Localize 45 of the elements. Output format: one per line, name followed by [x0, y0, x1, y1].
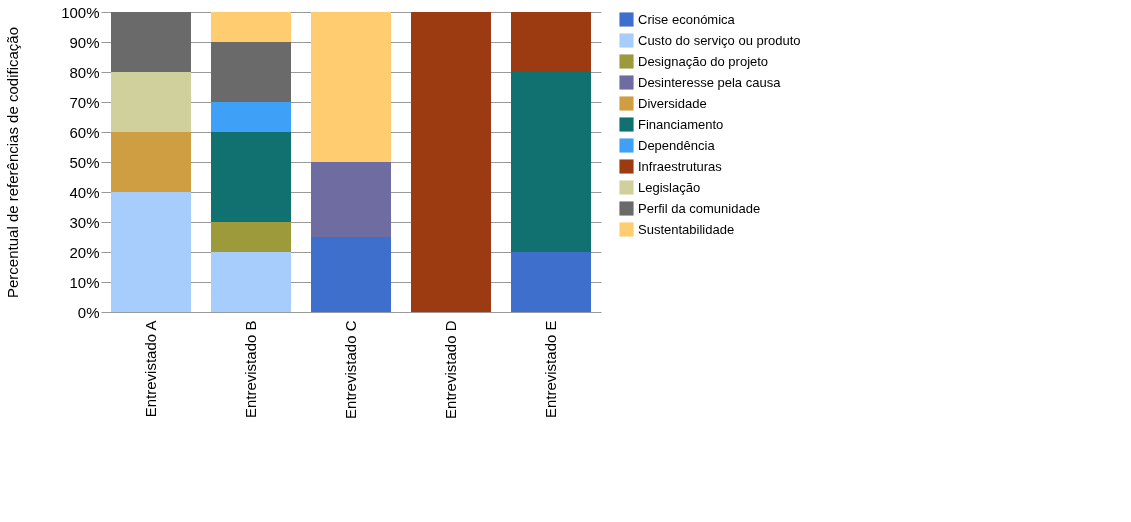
- bar: [511, 12, 591, 72]
- bar: [211, 12, 291, 42]
- legend-label: Legislação: [638, 179, 701, 195]
- bar: [211, 252, 291, 312]
- bar: [211, 222, 291, 252]
- bar: [511, 252, 591, 312]
- y-tick-label: 40%: [69, 183, 100, 201]
- bar: [211, 42, 291, 102]
- y-tick-label: 100%: [61, 3, 100, 21]
- legend-label: Perfil da comunidade: [638, 200, 761, 216]
- x-tick-label: Entrevistado C: [342, 320, 359, 419]
- y-tick-label: 70%: [69, 93, 100, 111]
- bar: [211, 102, 291, 132]
- bar: [311, 12, 391, 162]
- legend-label: Crise económica: [638, 11, 736, 27]
- bar: [211, 132, 291, 222]
- y-tick-label: 90%: [69, 33, 100, 51]
- y-tick-label: 50%: [69, 153, 100, 171]
- bar: [511, 72, 591, 252]
- bar: [111, 72, 191, 132]
- x-tick-label: Entrevistado E: [542, 320, 559, 419]
- x-tick-label: Entrevistado A: [142, 320, 159, 418]
- legend-label: Financiamento: [638, 116, 724, 132]
- y-tick-label: 60%: [69, 123, 100, 141]
- legend-label: Sustentabilidade: [638, 221, 735, 237]
- y-tick-label: 20%: [69, 243, 100, 261]
- legend-label: Dependência: [638, 137, 716, 153]
- bar: [411, 12, 491, 312]
- bar: [311, 237, 391, 312]
- y-tick-label: 10%: [69, 273, 100, 291]
- legend-label: Diversidade: [638, 95, 707, 111]
- legend-label: Infraestruturas: [638, 158, 723, 174]
- legend-label: Desinteresse pela causa: [638, 74, 782, 90]
- bar: [111, 12, 191, 72]
- bar: [111, 192, 191, 312]
- bar: [311, 162, 391, 237]
- y-tick-label: 30%: [69, 213, 100, 231]
- x-tick-label: Entrevistado D: [442, 320, 459, 419]
- legend-label: Designação do projeto: [638, 53, 769, 69]
- legend-label: Custo do serviço ou produto: [638, 32, 801, 48]
- y-tick-label: 0%: [77, 303, 100, 321]
- y-axis-title: Percentual de referências de codificação: [4, 27, 22, 298]
- x-tick-label: Entrevistado B: [242, 320, 259, 419]
- y-tick-label: 80%: [69, 63, 100, 81]
- bar: [111, 132, 191, 192]
